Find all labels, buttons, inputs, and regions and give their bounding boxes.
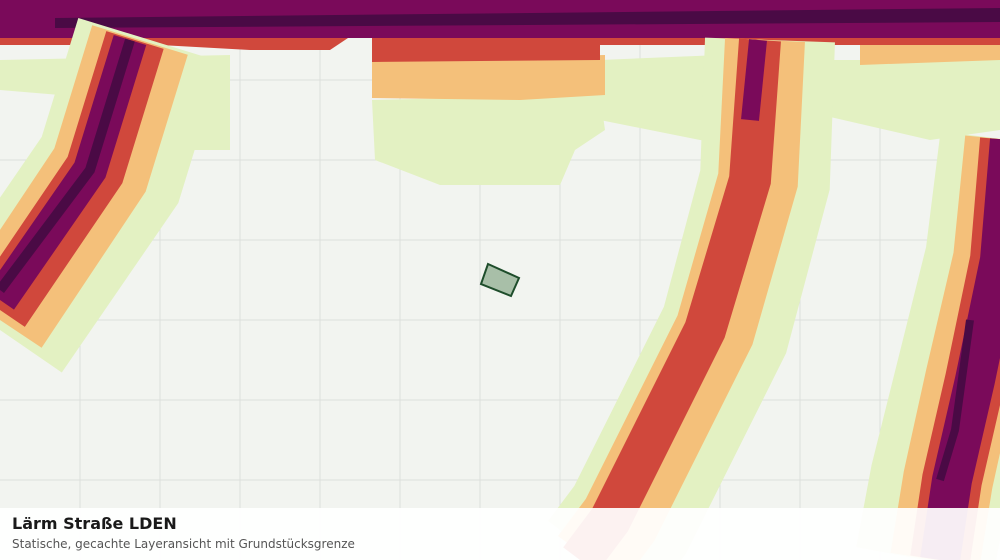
layer-subtitle: Statische, gecachte Layeransicht mit Gru… [12, 537, 355, 551]
legend-footer: Lärm Straße LDEN Statische, gecachte Lay… [0, 508, 1000, 560]
layer-title: Lärm Straße LDEN [12, 514, 177, 533]
noise-zone-right-road [856, 131, 1000, 560]
parcel-boundary [479, 262, 521, 298]
noise-zone-left-road [0, 17, 222, 373]
